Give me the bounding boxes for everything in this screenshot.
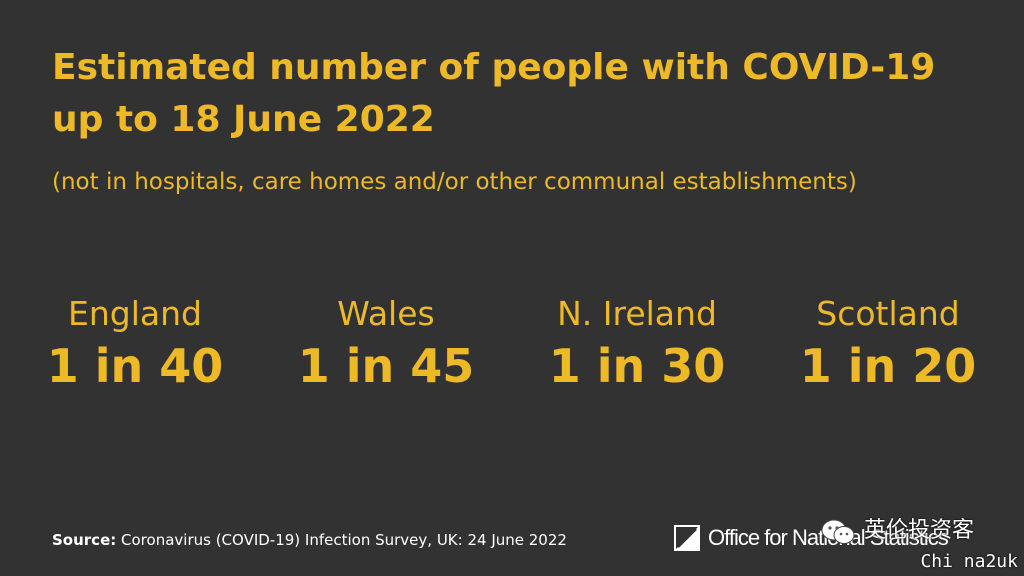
stat-name: England xyxy=(68,294,202,333)
page-title: Estimated number of people with COVID-19… xyxy=(52,42,992,146)
wechat-icon xyxy=(821,519,855,544)
watermark-latin-text: Chi na2uk xyxy=(920,551,1018,572)
subtitle: (not in hospitals, care homes and/or oth… xyxy=(52,169,857,195)
watermark: 英伦投资客 Chi na2uk xyxy=(818,512,1024,576)
stat-name: Scotland xyxy=(816,294,960,333)
source-note: Source: Coronavirus (COVID-19) Infection… xyxy=(52,530,567,550)
stat-value: 1 in 45 xyxy=(297,339,475,393)
title-line-2: up to 18 June 2022 xyxy=(52,99,435,140)
stat-n-ireland: N. Ireland 1 in 30 xyxy=(522,292,752,396)
watermark-chinese-text: 英伦投资客 xyxy=(864,518,975,543)
stat-value: 1 in 40 xyxy=(46,339,224,393)
stats-row: England 1 in 40 Wales 1 in 45 N. Ireland… xyxy=(30,292,994,402)
source-text: Coronavirus (COVID-19) Infection Survey,… xyxy=(121,531,567,549)
stat-name: Wales xyxy=(337,294,435,333)
title-line-1: Estimated number of people with COVID-19 xyxy=(52,47,936,88)
stat-scotland: Scotland 1 in 20 xyxy=(773,292,1003,396)
stat-name: N. Ireland xyxy=(557,294,717,333)
stat-wales: Wales 1 in 45 xyxy=(271,292,501,396)
stat-value: 1 in 20 xyxy=(799,339,977,393)
ons-logo-icon xyxy=(674,525,700,551)
source-label: Source: xyxy=(52,531,117,549)
stat-england: England 1 in 40 xyxy=(20,292,250,396)
stat-value: 1 in 30 xyxy=(548,339,726,393)
